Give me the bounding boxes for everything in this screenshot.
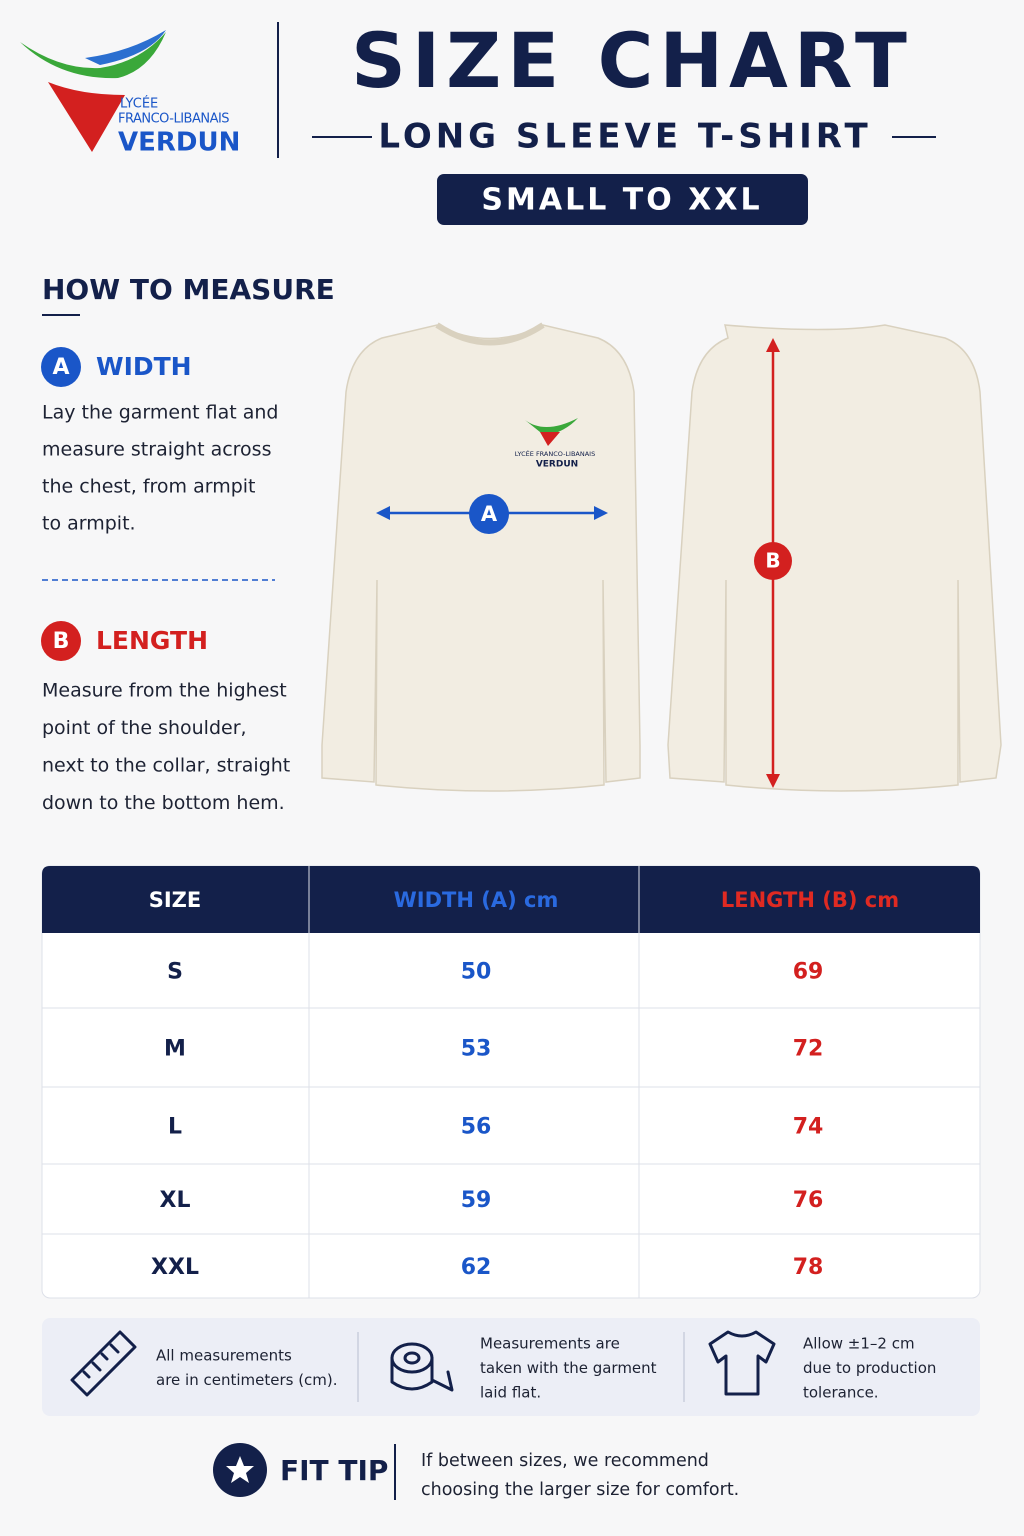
text-line: Lay the garment flat and [42,402,279,424]
table-cell: S [167,960,183,985]
badge-letter: B [765,549,780,573]
range-pill [437,174,808,225]
collar [435,322,545,346]
note-line: taken with the garment [480,1359,657,1377]
logo-text: FRANCO-LIBANAIS [118,112,229,127]
table-cell: 59 [461,1188,492,1213]
text-line: next to the collar, straight [42,755,290,777]
badge [754,542,792,580]
range-text: SMALL TO XXL [481,183,762,218]
table-header [42,866,980,933]
star [226,1456,254,1483]
shirt-logo-mark [525,418,578,436]
shirt-logo-text: LYCÉE FRANCO-LIBANAIS [515,449,595,458]
text-line: point of the shoulder, [42,717,247,739]
note-line: All measurements [156,1347,292,1365]
ruler-icon [70,1330,137,1397]
table-cell: 62 [461,1255,492,1280]
front-shirt: LYCÉE FRANCO-LIBANAIS VERDUN A [321,322,641,792]
table-cell: 69 [793,960,824,985]
size-table: SIZE WIDTH (A) cm LENGTH (B) cm S 50 69 M 53… [41,865,981,1299]
column-header: SIZE [149,888,202,912]
text-line: the chest, from armpit [42,476,256,498]
measure-text: Measure from the highest point of the sho… [42,680,290,815]
notes-box [42,1318,980,1416]
text-line: measure straight across [42,439,271,461]
logo-text: VERDUN [118,128,240,158]
tshirt-icon [708,1330,776,1396]
note-line: laid flat. [480,1384,541,1402]
note-line: due to production [803,1359,936,1377]
subtitle: LONG SLEEVE T-SHIRT [378,117,871,157]
badge [469,494,509,534]
table-cell: XXL [151,1255,199,1280]
column-header: WIDTH (A) cm [394,888,559,912]
logo-text: LYCÉE [120,96,158,112]
title: SIZE CHART [351,16,913,105]
back-shirt: B [667,324,1002,792]
column-header: LENGTH (B) cm [721,888,899,912]
table-cell: 50 [461,960,492,985]
badge-letter: A [52,355,69,380]
shirt-logo-mark [540,432,560,446]
badge [41,621,81,661]
measure-label: LENGTH [96,626,208,655]
note-line: tolerance. [803,1384,879,1402]
badge-letter: A [481,502,498,526]
note-line: are in centimeters (cm). [156,1371,338,1389]
fit-tip-label: FIT TIP [280,1454,388,1487]
badge-letter: B [53,629,70,654]
text-line: down to the bottom hem. [42,792,285,814]
notes: All measurements are in centimeters (cm).… [156,1335,936,1402]
text-line: Measure from the highest [42,680,287,702]
shirt-body [321,324,641,792]
text-line: choosing the larger size for comfort. [421,1480,739,1500]
logo: LYCÉE FRANCO-LIBANAIS VERDUN [20,30,240,158]
table-cell: L [168,1115,182,1140]
badge [41,347,81,387]
table-cell: 72 [793,1037,824,1062]
table-cell: 53 [461,1037,492,1062]
measure-text: Lay the garment flat and measure straight… [42,402,279,535]
tape-icon [390,1342,454,1392]
shirt-logo-text: VERDUN [536,460,578,470]
logo-green [20,32,166,79]
table-cell: XL [160,1188,191,1213]
measure-label: WIDTH [96,352,192,381]
table-cell: 74 [793,1115,824,1140]
table-cell: 56 [461,1115,492,1140]
shirt-body [667,324,1002,792]
note-line: Allow ±1–2 cm [803,1335,915,1353]
table-cell: M [164,1037,186,1062]
table-cell: 76 [793,1188,824,1213]
text-line: to armpit. [42,513,136,535]
section-title: HOW TO MEASURE [42,273,335,306]
note-line: Measurements are [480,1335,620,1353]
fit-tip-text: If between sizes, we recommend choosing t… [421,1451,739,1500]
logo-red [48,82,125,152]
logo-blue [85,30,166,65]
text-line: If between sizes, we recommend [421,1451,709,1471]
table-cell: 78 [793,1255,824,1280]
